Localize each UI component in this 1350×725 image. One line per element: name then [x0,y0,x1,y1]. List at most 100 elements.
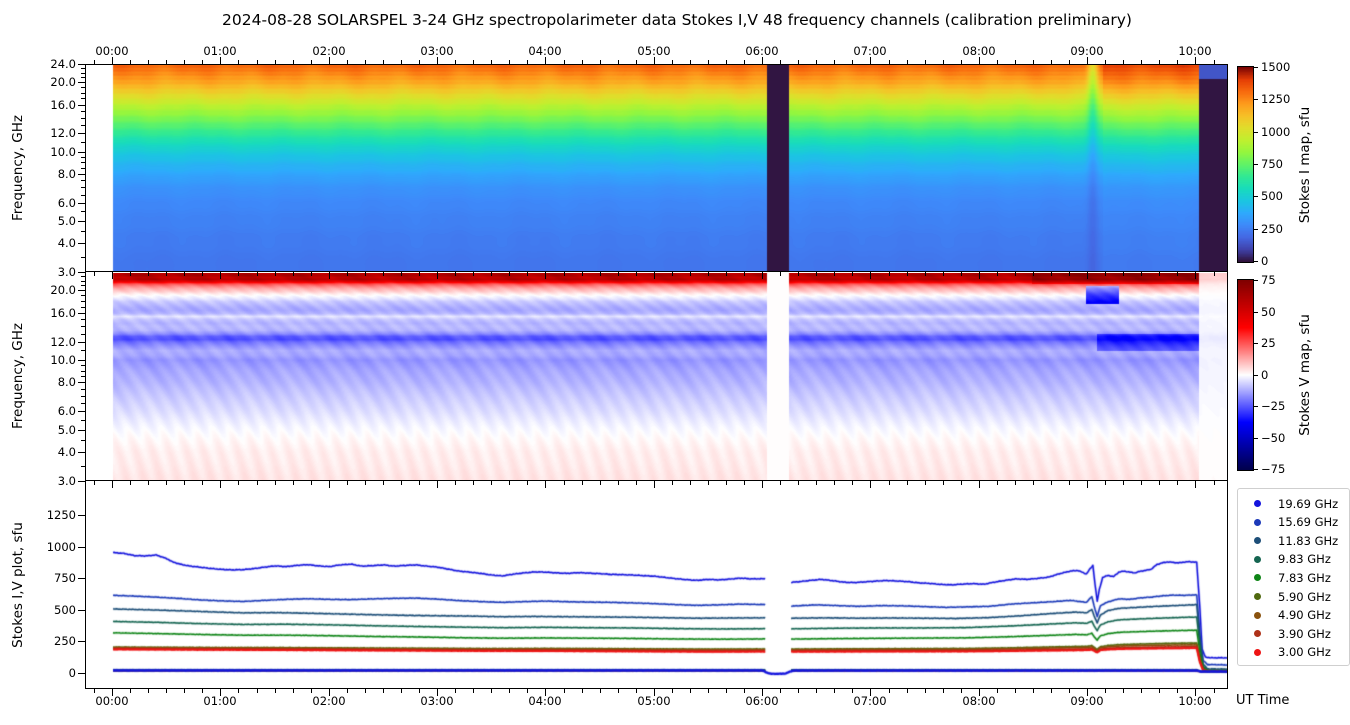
stokes-iv-plot-panel [85,481,1228,689]
colorbar-v-tick [1254,438,1258,439]
x-minor-tick [275,272,276,276]
x-minor-tick [1033,481,1034,485]
x-minor-tick [1033,272,1034,276]
y-minor-tick [81,371,85,372]
colorbar-i-tick-label: 1500 [1261,60,1291,74]
y-minor-tick [81,466,85,467]
x-minor-tick [961,272,962,276]
y-minor-tick [81,301,85,302]
x-major-tick [654,57,655,64]
y-tick-label: 750 [54,571,76,585]
x-minor-tick [130,60,131,64]
x-minor-tick [184,481,185,485]
x-minor-tick [798,689,799,693]
x-minor-tick [997,481,998,485]
y-minor-tick [81,157,85,158]
x-tick-label: 01:00 [203,694,237,708]
y-minor-tick [81,68,85,69]
x-minor-tick [1069,689,1070,693]
x-minor-tick [798,481,799,485]
colorbar-v-tick [1254,375,1258,376]
x-major-tick [1195,57,1196,64]
x-minor-tick [780,60,781,64]
x-minor-tick [907,272,908,276]
y-tick-label: 12.0 [50,126,76,140]
colorbar-i-tick [1254,164,1258,165]
y-minor-tick [81,98,85,99]
colorbar-i-tick [1254,132,1258,133]
x-major-tick [437,689,438,696]
x-minor-tick [1214,60,1215,64]
x-minor-tick [1159,689,1160,693]
y-minor-tick [81,276,85,277]
x-major-tick [979,272,980,279]
x-minor-tick [636,481,637,485]
x-minor-tick [311,272,312,276]
legend-marker-icon [1254,611,1261,619]
legend-label: 9.83 GHz [1278,552,1331,567]
x-minor-tick [1069,481,1070,485]
y-tick-label: 4.0 [57,445,76,459]
colorbar-i-tick-label: 500 [1261,189,1283,203]
y-minor-tick [81,272,85,273]
y-minor-tick [81,118,85,119]
y-tick-label: 5.0 [57,214,76,228]
y-major-tick [78,641,85,642]
x-minor-tick [961,481,962,485]
x-minor-tick [238,272,239,276]
legend-entry: 7.83 GHz [1238,568,1349,587]
x-major-tick [220,272,221,279]
y-tick-label: 24.0 [50,57,76,71]
x-minor-tick [564,60,565,64]
y-major-tick [78,547,85,548]
colorbar-i-tick-label: 0 [1261,254,1269,268]
x-minor-tick [997,272,998,276]
x-tick-label: 07:00 [853,694,887,708]
x-minor-tick [401,689,402,693]
colorbar-i-tick [1254,261,1258,262]
legend-marker-icon [1254,630,1261,638]
legend-entry: 5.90 GHz [1238,587,1349,606]
x-major-tick [437,57,438,64]
y-minor-tick [81,403,85,404]
y-minor-tick [81,168,85,169]
y-minor-tick [81,420,85,421]
x-minor-tick [1105,272,1106,276]
x-minor-tick [166,481,167,485]
x-minor-tick [1051,60,1052,64]
x-minor-tick [130,689,131,693]
x-tick-label: 05:00 [637,44,671,58]
x-minor-tick [184,60,185,64]
y-major-tick [78,430,85,431]
y-major-tick [78,290,85,291]
x-minor-tick [798,272,799,276]
x-minor-tick [166,272,167,276]
x-minor-tick [1159,272,1160,276]
y-tick-label: 500 [54,603,76,617]
x-minor-tick [636,689,637,693]
y-minor-tick [81,162,85,163]
y-tick-label: 6.0 [57,404,76,418]
y-major-tick [78,578,85,579]
legend-entry: 3.00 GHz [1238,643,1349,662]
x-minor-tick [907,481,908,485]
y-major-tick [78,105,85,106]
x-minor-tick [690,689,691,693]
x-minor-tick [527,481,528,485]
y-major-tick [78,382,85,383]
x-minor-tick [202,481,203,485]
legend-label: 15.69 GHz [1278,515,1339,530]
x-minor-tick [600,60,601,64]
y-major-tick [78,610,85,611]
x-minor-tick [401,272,402,276]
x-major-tick [1087,272,1088,279]
x-minor-tick [672,689,673,693]
x-minor-tick [889,272,890,276]
x-minor-tick [600,689,601,693]
x-tick-label: 07:00 [853,44,887,58]
y-tick-label: 3.0 [57,265,76,279]
x-minor-tick [1141,60,1142,64]
x-major-tick [1087,481,1088,488]
y-tick-label: 250 [54,634,76,648]
x-minor-tick [744,272,745,276]
